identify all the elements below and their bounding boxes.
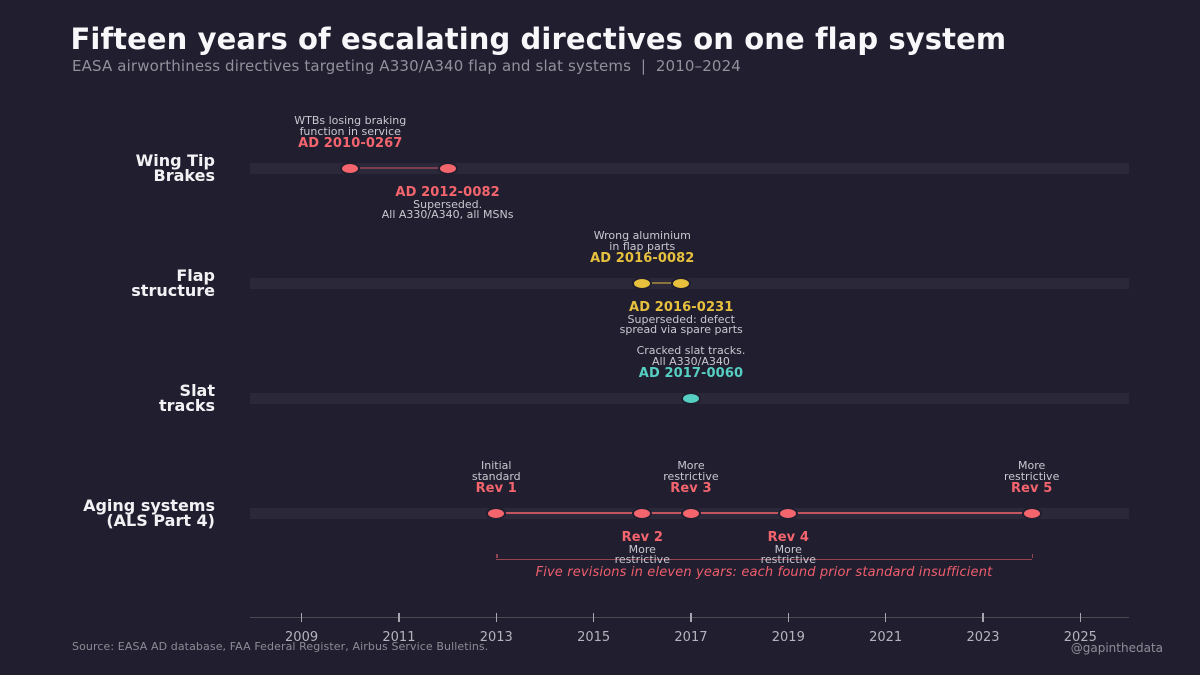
x-axis-year-label: 2023	[966, 629, 1000, 645]
event-note: Cracked slat tracks.	[636, 344, 746, 358]
x-axis-year-label: 2009	[285, 629, 319, 645]
event-note: restrictive	[1003, 470, 1060, 484]
event-annotation: Initial standard Rev 1	[472, 460, 521, 496]
revision-bracket	[496, 558, 1032, 560]
lane-label-3: Slat tracks	[0, 380, 215, 415]
lane-label-line: Brakes	[153, 165, 215, 185]
event-connector	[642, 282, 682, 284]
event-note: restrictive	[663, 470, 719, 484]
event-label: Rev 1	[475, 481, 517, 497]
x-axis-tick	[885, 613, 887, 622]
event-label: AD 2016-0231	[629, 300, 734, 316]
event-note: All A330/A340, all MSNs	[381, 207, 514, 221]
lane-label-line: tracks	[159, 395, 215, 415]
x-axis-tick	[495, 613, 497, 622]
event-dot	[778, 506, 799, 520]
event-annotation: WTBs losing braking function in service AD…	[294, 115, 406, 151]
chart-subtitle: EASA airworthiness directives targeting …	[72, 57, 741, 76]
event-dot	[671, 276, 692, 290]
chart-title: Fifteen years of escalating directives o…	[70, 21, 1007, 56]
x-axis-year-label: 2025	[1063, 629, 1097, 645]
event-label: Rev 3	[670, 481, 712, 497]
x-axis-year-label: 2021	[869, 629, 903, 645]
x-axis-tick	[690, 613, 692, 622]
event-label: Rev 2	[621, 530, 663, 546]
lane-label-line: structure	[131, 280, 215, 300]
lane-label-4: Aging systems (ALS Part 4)	[0, 495, 215, 530]
event-note: Superseded.	[413, 197, 483, 211]
event-note: Superseded: defect	[627, 312, 735, 326]
event-note: standard	[471, 470, 521, 484]
event-label: AD 2012-0082	[395, 185, 500, 201]
event-annotation: AD 2016-0231 Superseded: defect spread via…	[620, 301, 743, 335]
event-label: AD 2016-0082	[590, 251, 695, 267]
lane-label-line: Flap	[176, 265, 215, 285]
event-dot	[486, 506, 507, 520]
x-axis-year-label: 2017	[674, 629, 708, 645]
x-axis-year-label: 2015	[577, 629, 611, 645]
x-axis-year-label: 2013	[479, 629, 513, 645]
event-annotation: More restrictive Rev 5	[1004, 460, 1059, 496]
event-note: More	[1018, 459, 1046, 473]
event-dot	[1021, 506, 1042, 520]
revision-bracket-end	[496, 553, 498, 559]
event-note: restrictive	[760, 552, 816, 566]
event-note: in flap parts	[609, 240, 676, 254]
author-handle: @gapinthedata	[1070, 640, 1163, 655]
event-note: More	[677, 459, 705, 473]
lane-label-1: Wing Tip Brakes	[0, 150, 215, 185]
event-dot	[340, 161, 361, 175]
event-annotation: AD 2012-0082 Superseded. All A330/A340, al…	[382, 186, 514, 220]
lane-label-line: Slat	[179, 380, 215, 400]
event-dot	[632, 276, 653, 290]
event-dot	[680, 506, 701, 520]
event-note: More	[774, 542, 802, 556]
event-label: Rev 5	[1010, 481, 1053, 497]
event-note: All A330/A340	[652, 355, 730, 369]
x-axis-tick	[982, 613, 984, 622]
event-connector	[350, 167, 448, 169]
event-annotation: Wrong aluminium in flap parts AD 2016-0082	[590, 230, 694, 266]
lane-label-line: Wing Tip	[135, 150, 215, 170]
event-note: WTBs losing braking	[294, 114, 407, 128]
x-axis-year-label: 2011	[382, 629, 416, 645]
x-axis-tick	[787, 613, 789, 622]
event-label: AD 2010-0267	[298, 136, 403, 152]
x-axis-line	[250, 616, 1129, 619]
event-annotation: Cracked slat tracks. All A330/A340 AD 2017…	[637, 345, 746, 381]
event-annotation: More restrictive Rev 3	[663, 460, 718, 496]
revision-bracket-caption: Five revisions in eleven years: each fou…	[535, 564, 993, 580]
x-axis-tick	[398, 613, 400, 622]
x-axis-year-label: 2019	[771, 629, 805, 645]
event-dot	[632, 506, 653, 520]
event-note: restrictive	[614, 552, 670, 566]
lane-label-line: (ALS Part 4)	[106, 510, 215, 530]
event-dot	[680, 391, 701, 405]
event-note: Wrong aluminium	[593, 229, 691, 243]
event-connector	[496, 512, 1032, 514]
x-axis-tick	[1079, 613, 1081, 622]
event-note: Initial	[481, 459, 512, 473]
revision-bracket-end	[1031, 553, 1034, 559]
event-label: Rev 4	[767, 530, 809, 546]
source-note: Source: EASA AD database, FAA Federal Re…	[72, 639, 489, 653]
lane-label-2: Flap structure	[0, 265, 215, 300]
event-note: spread via spare parts	[619, 322, 743, 336]
x-axis-tick	[593, 613, 595, 622]
lane-bar-1	[250, 162, 1129, 174]
event-annotation: Rev 4 More restrictive	[761, 531, 816, 565]
event-label: AD 2017-0060	[638, 366, 744, 382]
event-dot	[437, 161, 458, 175]
event-note: More	[628, 542, 656, 556]
event-annotation: Rev 2 More restrictive	[615, 531, 670, 565]
lane-label-line: Aging systems	[83, 495, 215, 515]
x-axis-tick	[300, 613, 303, 622]
event-note: function in service	[299, 125, 401, 139]
